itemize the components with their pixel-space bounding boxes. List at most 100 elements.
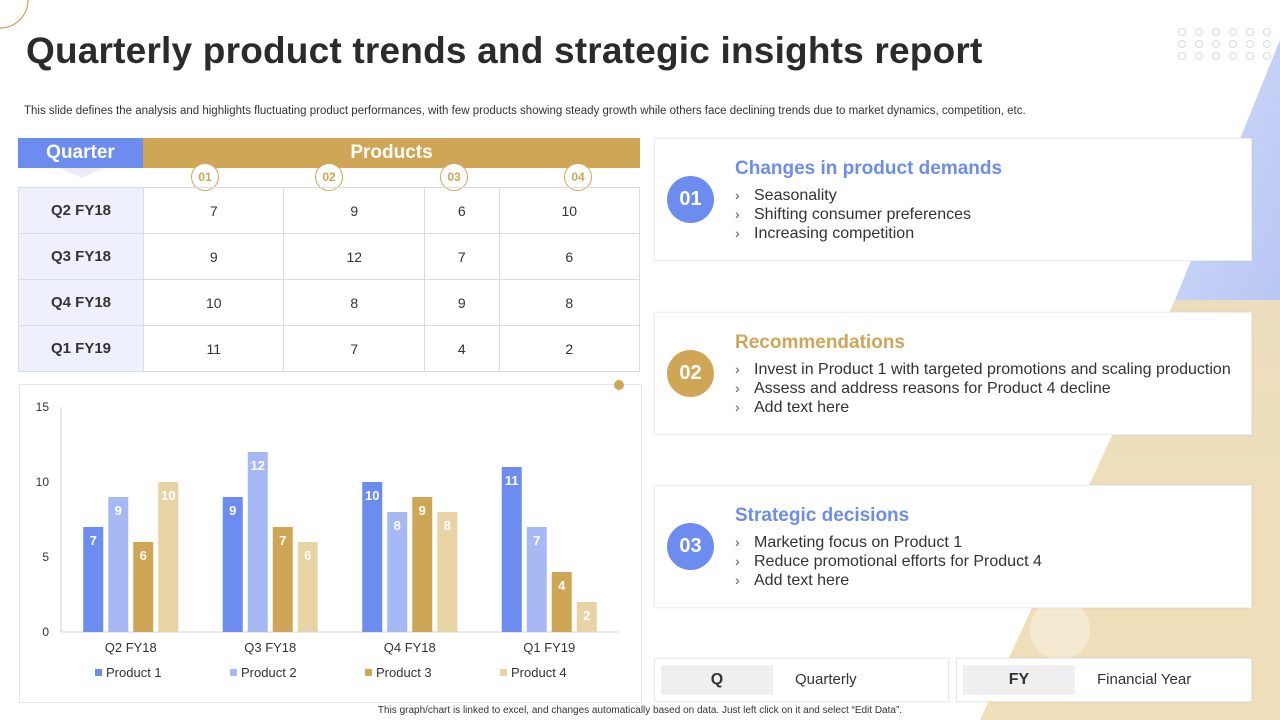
y-tick-label: 5: [42, 550, 49, 564]
value-cell: 8: [498, 279, 640, 326]
bar: [83, 527, 104, 632]
bar: [501, 467, 522, 632]
bar-value-label: 7: [279, 533, 286, 548]
list-item: › Reduce promotional efforts for Product …: [735, 552, 1042, 571]
value-cell: 12: [283, 233, 425, 280]
legend-swatch: [365, 669, 372, 676]
quarter-header-arrow: [60, 168, 104, 178]
product-number-badge: 02: [315, 163, 343, 191]
card-title: Strategic decisions: [735, 505, 910, 526]
insight-card-strategic-decisions: 03 Strategic decisions › Marketing focus …: [654, 485, 1252, 608]
bar: [526, 527, 547, 632]
bar: [362, 482, 383, 632]
chevron-right-icon: ›: [735, 206, 740, 222]
table-row: Q4 FY18 10 8 9 8: [18, 279, 640, 326]
list-item: › Shifting consumer preferences: [735, 205, 971, 224]
decorative-dot: [614, 380, 624, 390]
legend-label: Product 3: [376, 665, 432, 680]
legend-swatch: [95, 669, 102, 676]
products-column-header: Products: [143, 138, 640, 168]
list-item-text: Add text here: [754, 399, 850, 416]
abbreviation-key: Q: [661, 665, 773, 695]
abbreviation-quarterly: Q Quarterly: [654, 658, 949, 702]
table-row: Q2 FY18 7 9 6 10: [18, 187, 640, 234]
list-item-text: Marketing focus on Product 1: [754, 534, 963, 551]
legend-swatch: [500, 669, 507, 676]
bar: [576, 602, 597, 632]
card-bullet-list: › Marketing focus on Product 1 › Reduce pr…: [735, 533, 1042, 590]
list-item-text: Shifting consumer preferences: [754, 206, 971, 223]
list-item-text: Add text here: [754, 572, 850, 589]
list-item: › Add text here: [735, 398, 1231, 417]
quarter-column-header: Quarter: [18, 138, 143, 168]
legend-label: Product 4: [511, 665, 567, 680]
bar-value-label: 11: [505, 473, 519, 488]
bar-value-label: 4: [558, 578, 566, 593]
card-number-badge: 03: [667, 523, 714, 570]
abbreviation-key: FY: [963, 665, 1075, 695]
abbreviation-financial-year: FY Financial Year: [956, 658, 1252, 702]
value-cell: 8: [283, 279, 425, 326]
list-item: › Invest in Product 1 with targeted promo…: [735, 360, 1231, 379]
bar-value-label: 6: [304, 548, 311, 563]
card-title: Changes in product demands: [735, 158, 1003, 179]
bar-chart[interactable]: 0 5 10 15 7 9 6 10 Q2 FY18 9 12 7 6 Q3 FY18 10 8 9 8 Q4 FY…: [19, 384, 641, 701]
value-cell: 11: [142, 325, 285, 372]
quarter-cell: Q4 FY18: [18, 279, 144, 326]
dot-pattern-decoration: [1178, 28, 1271, 60]
list-item: › Assess and address reasons for Product …: [735, 379, 1231, 398]
bar: [412, 497, 433, 632]
bar-value-label: 10: [365, 488, 379, 503]
value-cell: 4: [423, 325, 500, 372]
bar-value-label: 7: [90, 533, 97, 548]
product-number-badge: 01: [191, 163, 219, 191]
bar: [272, 527, 293, 632]
list-item-text: Reduce promotional efforts for Product 4: [754, 553, 1042, 570]
value-cell: 10: [142, 279, 285, 326]
bar-value-label: 9: [115, 503, 122, 518]
list-item: › Marketing focus on Product 1: [735, 533, 1042, 552]
abbreviation-value: Financial Year: [1097, 671, 1192, 688]
x-tick-label: Q3 FY18: [244, 640, 296, 655]
list-item-text: Seasonality: [754, 187, 837, 204]
card-title: Recommendations: [735, 332, 905, 353]
abbreviation-value: Quarterly: [795, 671, 857, 688]
table-row: Q3 FY18 9 12 7 6: [18, 233, 640, 280]
list-item: › Add text here: [735, 571, 1042, 590]
chevron-right-icon: ›: [735, 553, 740, 569]
y-tick-label: 10: [36, 475, 50, 489]
chevron-right-icon: ›: [735, 187, 740, 203]
value-cell: 7: [142, 187, 285, 234]
bar: [158, 482, 179, 632]
y-tick-label: 15: [36, 400, 50, 414]
bar-value-label: 7: [533, 533, 540, 548]
bar: [551, 572, 572, 632]
legend-label: Product 2: [241, 665, 297, 680]
chevron-right-icon: ›: [735, 225, 740, 241]
card-number-badge: 02: [667, 350, 714, 397]
value-cell: 9: [283, 187, 425, 234]
list-item-text: Increasing competition: [754, 225, 915, 242]
chevron-right-icon: ›: [735, 361, 740, 377]
quarter-cell: Q3 FY18: [18, 233, 144, 280]
legend-label: Product 1: [106, 665, 162, 680]
bar: [222, 497, 243, 632]
value-cell: 7: [423, 233, 500, 280]
card-number-badge: 01: [667, 176, 714, 223]
insight-card-recommendations: 02 Recommendations › Invest in Product 1 …: [654, 312, 1252, 435]
value-cell: 9: [423, 279, 500, 326]
bar: [108, 497, 129, 632]
bar: [133, 542, 154, 632]
x-tick-label: Q4 FY18: [384, 640, 436, 655]
value-cell: 7: [283, 325, 425, 372]
bar: [247, 452, 268, 632]
value-cell: 2: [498, 325, 640, 372]
list-item: › Increasing competition: [735, 224, 971, 243]
bar-value-label: 6: [140, 548, 147, 563]
legend-swatch: [230, 669, 237, 676]
bar: [437, 512, 458, 632]
table-row: Q1 FY19 11 7 4 2: [18, 325, 640, 372]
chart-footnote: This graph/chart is linked to excel, and…: [377, 705, 903, 716]
bar-value-label: 8: [394, 518, 401, 533]
value-cell: 6: [423, 187, 500, 234]
